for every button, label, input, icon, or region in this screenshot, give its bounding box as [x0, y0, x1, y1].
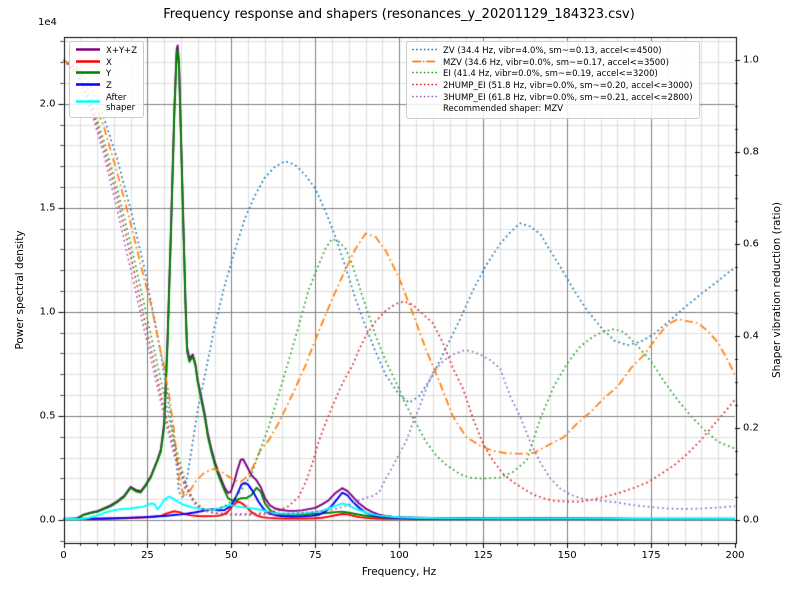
x-tick-label: 100 — [389, 550, 409, 561]
legend-line-sample — [76, 71, 100, 75]
y-right-tick-label: 1.0 — [743, 54, 759, 66]
legend-item: EI (41.4 Hz, vibr=0.0%, sm~=0.19, accel<… — [412, 69, 693, 80]
legend-item-label: After shaper — [106, 92, 136, 114]
legend-item: After shaper — [75, 93, 137, 114]
legend-item-label: 3HUMP_EI (61.8 Hz, vibr=0.0%, sm~=0.21, … — [443, 92, 693, 103]
x-tick-label: 75 — [308, 550, 322, 561]
legend-line-sample — [412, 71, 438, 74]
y-axis-left-label: Power spectral density — [14, 230, 26, 350]
legend-line-sample — [76, 59, 100, 63]
x-tick-label: 0 — [60, 550, 67, 561]
legend-item: X+Y+Z — [75, 46, 137, 57]
legend-line-sample — [412, 95, 438, 97]
x-tick-label: 50 — [225, 550, 238, 561]
legend-item-label: 2HUMP_EI (51.8 Hz, vibr=0.0%, sm~=0.20, … — [443, 80, 693, 91]
y-right-tick-label: 0.6 — [743, 238, 759, 250]
legend-line-sample — [412, 48, 438, 51]
y-axis-right-label: Shaper vibration reduction (ratio) — [771, 201, 783, 379]
y-right-tick-label: 0.4 — [743, 330, 759, 342]
y-left-tick-label: 1.0 — [39, 306, 56, 318]
legend-item: ZV (34.4 Hz, vibr=4.0%, sm~=0.13, accel<… — [412, 46, 693, 57]
legend-line-sample — [412, 60, 438, 62]
legend-item-label: Z — [106, 80, 112, 91]
x-tick-label: 125 — [473, 550, 493, 561]
y-left-tick-label: 0.5 — [39, 410, 56, 422]
legend-line-sample — [76, 83, 100, 86]
legend-shapers: ZV (34.4 Hz, vibr=4.0%, sm~=0.13, accel<… — [406, 41, 700, 119]
x-tick-label: 25 — [141, 550, 154, 561]
legend-line-sample — [412, 83, 438, 86]
legend-item-label: Recommended shaper: MZV — [443, 104, 564, 115]
legend-item: MZV (34.6 Hz, vibr=0.0%, sm~=0.17, accel… — [412, 58, 693, 69]
legend-item: 3HUMP_EI (61.8 Hz, vibr=0.0%, sm~=0.21, … — [412, 93, 693, 104]
x-tick-label: 175 — [641, 550, 661, 561]
y-left-tick-label: 2.0 — [39, 98, 56, 110]
y-right-tick-label: 0.2 — [743, 422, 759, 434]
legend-line-sample — [76, 100, 100, 103]
legend-item: X — [75, 58, 137, 69]
y-right-tick-label: 0.0 — [743, 514, 759, 526]
psd-axis-offset: 1e4 — [38, 17, 57, 28]
legend-item-label: X — [106, 57, 112, 68]
legend-item-label: ZV (34.4 Hz, vibr=4.0%, sm~=0.13, accel<… — [443, 46, 662, 56]
x-axis-label: Frequency, Hz — [361, 566, 437, 578]
legend-item-label: Y — [106, 69, 112, 80]
legend-item: 2HUMP_EI (51.8 Hz, vibr=0.0%, sm~=0.20, … — [412, 81, 693, 92]
legend-item-label: MZV (34.6 Hz, vibr=0.0%, sm~=0.17, accel… — [443, 57, 669, 68]
y-right-tick-label: 0.8 — [743, 146, 759, 158]
legend-item-label: EI (41.4 Hz, vibr=0.0%, sm~=0.19, accel<… — [443, 69, 658, 80]
x-tick-label: 150 — [557, 550, 577, 561]
x-tick-label: 200 — [725, 550, 745, 561]
legend-psd: X+Y+Z X Y Z After shaper — [69, 41, 145, 118]
page-title: Frequency response and shapers (resonanc… — [163, 7, 635, 22]
y-left-tick-label: 1.5 — [39, 202, 56, 214]
legend-item: Z — [75, 81, 137, 92]
legend-item: Recommended shaper: MZV — [412, 104, 693, 115]
legend-item-label: X+Y+Z — [106, 46, 138, 56]
y-left-tick-label: 0.0 — [39, 514, 56, 526]
legend-item: Y — [75, 69, 137, 80]
legend-line-sample — [76, 48, 100, 51]
